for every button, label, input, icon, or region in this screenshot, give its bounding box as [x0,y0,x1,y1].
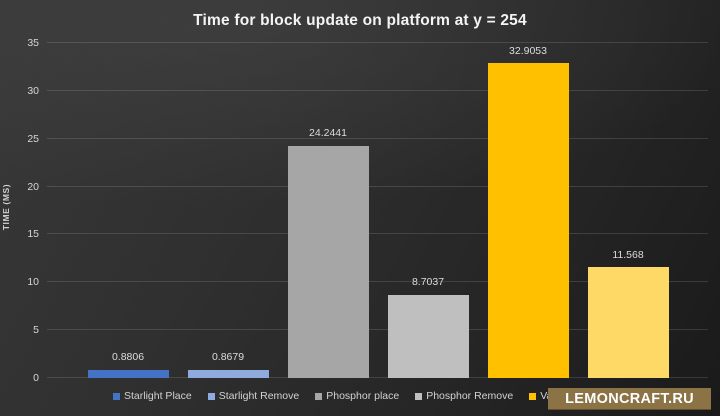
legend-item-starlight-place: Starlight Place [113,391,192,402]
bar-vanilla-place [487,63,569,378]
y-tick-label: 35 [27,37,39,49]
bar-data-label: 24.2441 [309,127,347,140]
plot-area: 0.8806 0.8679 24.2441 8.7037 32.9053 11.568 [47,42,708,378]
bar-series-6 [587,267,669,378]
y-tick-label: 10 [27,276,39,289]
gridline-y5 [47,329,708,331]
legend-label: Phosphor Remove [426,389,514,402]
y-tick-label: 15 [27,228,39,241]
bar-starlight-place [87,369,169,378]
y-tick-label: 25 [27,132,39,145]
legend-item-phosphor-remove: Phosphor Remove [415,391,513,402]
legend-item-phosphor-place: Phosphor place [315,391,399,402]
legend-label: Starlight Place [124,389,192,402]
y-tick-label: 0 [33,372,39,384]
legend-label: Phosphor place [326,389,400,402]
legend-item-starlight-remove: Starlight Remove [207,389,300,402]
legend-swatch-icon [529,392,537,400]
gridline-y15 [47,233,708,235]
legend: Starlight Place Starlight Remove Phosphor … [113,388,622,404]
bar-starlight-remove [187,369,269,378]
gridline-y30 [47,89,708,91]
y-tick-label: 20 [27,180,39,193]
legend-swatch-icon [415,392,423,400]
bar-data-label: 0.8679 [211,351,245,364]
gridline-y10 [47,281,708,283]
bar-data-label: 0.8806 [111,351,145,364]
gridline-y35 [47,42,708,43]
gridline-y0 [47,377,708,378]
gridline-y20 [47,185,708,187]
legend-label: Starlight Remove [218,389,300,402]
legend-swatch-icon [207,392,215,400]
watermark: LEMONCRAFT.RU [548,388,711,410]
gridline-y25 [47,137,708,139]
y-tick-label: 5 [33,324,39,337]
bar-data-label: 32.9053 [509,44,547,57]
legend-swatch-icon [113,392,120,400]
legend-swatch-icon [315,392,323,400]
bar-phosphor-place [287,145,369,378]
bar-phosphor-remove [387,294,469,378]
y-axis-title: TIME (MS) [1,183,11,231]
y-tick-label: 30 [27,84,39,97]
bar-data-label: 8.7037 [411,276,445,289]
bar-data-label: 11.568 [612,248,644,261]
chart-title: Time for block update on platform at y =… [193,12,527,29]
